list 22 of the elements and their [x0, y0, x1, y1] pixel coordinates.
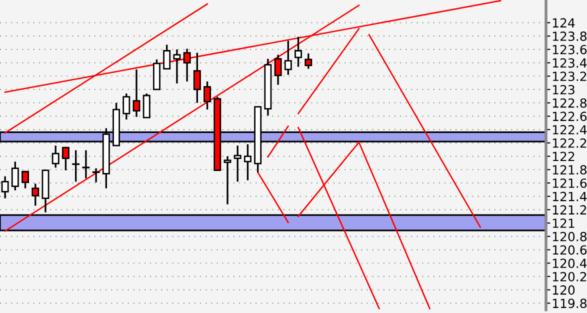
y-tick-label: 120.2: [552, 272, 586, 282]
y-tick-label: 123.6: [552, 44, 587, 54]
y-tick-label: 120.6: [552, 245, 587, 255]
y-tick-label: 120: [552, 285, 575, 295]
y-tick-label: 123.2: [552, 72, 586, 82]
y-tick-label: 122.2: [552, 138, 586, 148]
y-tick-label: 122.6: [552, 112, 587, 122]
y-tick-label: 124: [552, 18, 575, 28]
y-tick-label: 121.6: [552, 178, 587, 188]
y-tick-label: 123.8: [552, 32, 586, 41]
y-tick-label: 121.4: [552, 192, 587, 202]
y-tick-label: 119.8: [552, 298, 586, 308]
y-tick-label: 120.8: [552, 232, 586, 242]
y-tick-label: 122.4: [552, 125, 587, 134]
y-tick-label: 121: [552, 218, 574, 228]
y-tick-label: 121.8: [552, 165, 586, 175]
y-tick-label: 122.8: [552, 98, 586, 108]
y-tick-label: 120.4: [552, 258, 587, 268]
y-tick-label: 122: [552, 152, 574, 162]
y-tick-label: 123.4: [552, 58, 587, 68]
y-tick-label: 123: [552, 84, 574, 94]
y-tick-label: 121.2: [552, 205, 586, 214]
